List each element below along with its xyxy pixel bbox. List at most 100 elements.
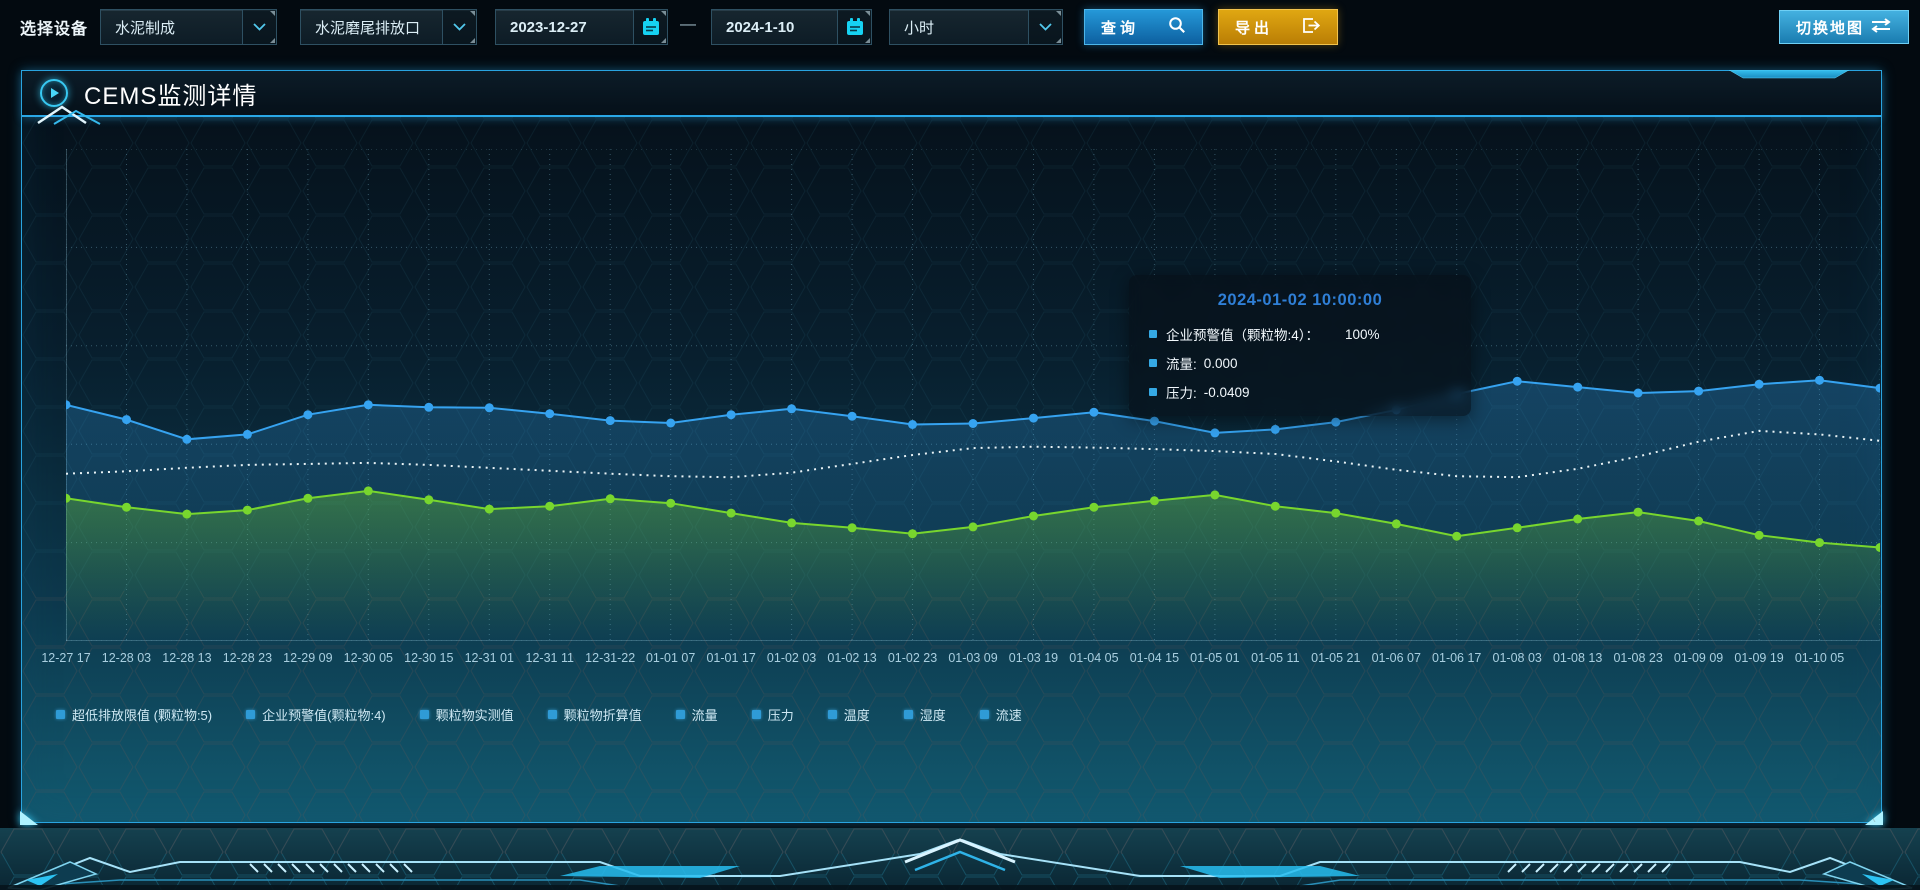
x-axis-label: 01-03 19	[1008, 651, 1059, 665]
swap-arrows-icon	[1870, 17, 1892, 37]
x-axis-label: 01-05 21	[1311, 651, 1361, 665]
outlet-select-value: 水泥磨尾排放口	[315, 19, 421, 37]
chart-svg	[61, 148, 1885, 642]
start-date-value: 2023-12-27	[510, 18, 587, 36]
tooltip-label: 流量:	[1166, 357, 1197, 372]
legend-label: 颗粒物折算值	[563, 708, 642, 723]
chart-legend: 超低排放限值 (颗粒物:5) 企业预警值(颗粒物:4) 颗粒物实测值 颗粒物折算值 流量…	[56, 705, 1022, 724]
x-axis-label: 12-28 23	[222, 651, 273, 665]
legend-label: 超低排放限值 (颗粒物:5)	[72, 708, 213, 723]
x-axis-label: 12-28 03	[101, 651, 152, 665]
switch-map-button[interactable]: 切换地图	[1779, 10, 1909, 44]
calendar-icon[interactable]	[633, 10, 667, 44]
tooltip-value: -0.0409	[1203, 384, 1250, 400]
x-axis-label: 01-06 07	[1371, 651, 1421, 665]
x-axis-label: 01-02 23	[887, 651, 938, 665]
panel-header: CEMS监测详情	[22, 70, 1881, 125]
legend-item[interactable]: 温度	[827, 705, 870, 724]
search-icon	[1168, 16, 1186, 38]
footer-decoration	[0, 828, 1920, 890]
tooltip-timestamp: 2024-01-02 10:00:00	[1217, 291, 1383, 309]
x-axis-label: 12-30 15	[404, 651, 454, 665]
legend-label: 温度	[843, 708, 870, 723]
query-button-label: 查询	[1101, 19, 1140, 37]
legend-marker	[547, 710, 557, 719]
switch-map-button-label: 切换地图	[1796, 19, 1865, 37]
x-axis-label: 01-04 15	[1129, 651, 1180, 665]
tooltip-row: 企业预警值（颗粒物:4）： 100%	[1149, 324, 1451, 344]
tooltip-row: 流量: 0.000	[1149, 353, 1451, 373]
legend-marker	[827, 710, 837, 719]
tooltip-rows: 企业预警值（颗粒物:4）： 100% 流量: 0.000 压力: -0.0409	[1149, 324, 1451, 402]
x-axis-label: 01-09 09	[1673, 651, 1724, 665]
legend-label: 压力	[767, 708, 794, 723]
header-swoosh-decoration	[37, 105, 101, 125]
x-axis-label: 12-31-22	[585, 651, 636, 665]
legend-item[interactable]: 压力	[751, 705, 794, 724]
export-button-label: 导出	[1235, 19, 1274, 37]
legend-label: 企业预警值(颗粒物:4)	[262, 708, 386, 723]
interval-select[interactable]: 小时	[889, 9, 1063, 45]
legend-item[interactable]: 企业预警值(颗粒物:4)	[246, 705, 386, 724]
x-axis-label: 01-08 03	[1492, 651, 1542, 665]
calendar-icon[interactable]	[837, 10, 871, 44]
x-axis-label: 12-30 05	[343, 651, 394, 665]
chevron-down-icon	[1028, 10, 1062, 44]
x-axis-label: 12-31 01	[464, 651, 514, 665]
panel-title: CEMS监测详情	[84, 82, 258, 110]
legend-label: 湿度	[919, 708, 946, 723]
header-notch-decoration	[1728, 70, 1850, 79]
chevron-down-icon	[242, 10, 276, 44]
x-axis-label: 01-02 03	[766, 651, 817, 665]
x-axis-label: 01-04 05	[1069, 651, 1119, 665]
legend-item[interactable]: 湿度	[903, 705, 946, 724]
x-axis-label: 01-05 11	[1251, 651, 1300, 665]
x-axis-label: 01-02 13	[827, 651, 877, 665]
chart-tooltip: 2024-01-02 10:00:00 企业预警值（颗粒物:4）： 100% 流量:…	[1129, 275, 1471, 416]
cems-detail-panel: CEMS监测详情 12-27 17 12-28 03 12-28 13 12-28 2…	[21, 70, 1885, 823]
x-axis-label: 01-08 23	[1613, 651, 1663, 665]
chevron-down-icon	[442, 10, 476, 44]
series-marker	[1149, 359, 1157, 367]
tooltip-value: 0.000	[1203, 355, 1238, 371]
x-axis-label: 01-01 07	[645, 651, 696, 665]
legend-item[interactable]: 流速	[979, 705, 1022, 724]
x-axis-label: 01-05 01	[1190, 651, 1240, 665]
legend-marker	[979, 710, 989, 719]
x-axis-label: 01-10 05	[1794, 651, 1845, 665]
legend-item[interactable]: 颗粒物折算值	[547, 705, 642, 724]
start-date-field[interactable]: 2023-12-27	[495, 9, 668, 45]
legend-item[interactable]: 流量	[675, 705, 718, 724]
x-axis-label: 01-01 17	[706, 651, 756, 665]
legend-label: 颗粒物实测值	[435, 708, 514, 723]
process-select-value: 水泥制成	[115, 19, 176, 37]
tooltip-row: 压力: -0.0409	[1149, 382, 1451, 402]
legend-item[interactable]: 超低排放限值 (颗粒物:5)	[56, 705, 212, 724]
x-axis-label: 01-08 13	[1552, 651, 1603, 665]
legend-marker	[419, 710, 429, 719]
tooltip-value: 100%	[1345, 326, 1380, 342]
x-axis-label: 12-31 11	[525, 651, 574, 665]
x-axis-label: 12-28 13	[162, 651, 212, 665]
legend-marker	[56, 710, 65, 719]
legend-marker	[246, 710, 256, 719]
x-axis-label: 01-03 09	[948, 651, 998, 665]
legend-marker	[751, 710, 761, 719]
outlet-select[interactable]: 水泥磨尾排放口	[300, 9, 477, 45]
process-select[interactable]: 水泥制成	[100, 9, 277, 45]
tooltip-label: 企业预警值（颗粒物:4）：	[1166, 328, 1320, 343]
play-icon	[40, 79, 68, 107]
export-icon	[1302, 17, 1321, 38]
legend-label: 流速	[995, 708, 1022, 723]
query-button[interactable]: 查询	[1084, 9, 1203, 45]
x-axis-label: 01-09 19	[1734, 651, 1784, 665]
tooltip-label: 压力:	[1166, 386, 1197, 401]
end-date-value: 2024-1-10	[726, 18, 795, 36]
top-toolbar: 选择设备 水泥制成 水泥磨尾排放口 2023-12-27 — 2024-1-10	[0, 0, 1920, 56]
export-button[interactable]: 导出	[1218, 9, 1338, 45]
series-marker	[1149, 388, 1157, 396]
line-chart[interactable]	[61, 148, 1885, 642]
legend-label: 流量	[691, 708, 718, 723]
end-date-field[interactable]: 2024-1-10	[711, 9, 872, 45]
legend-item[interactable]: 颗粒物实测值	[419, 705, 514, 724]
